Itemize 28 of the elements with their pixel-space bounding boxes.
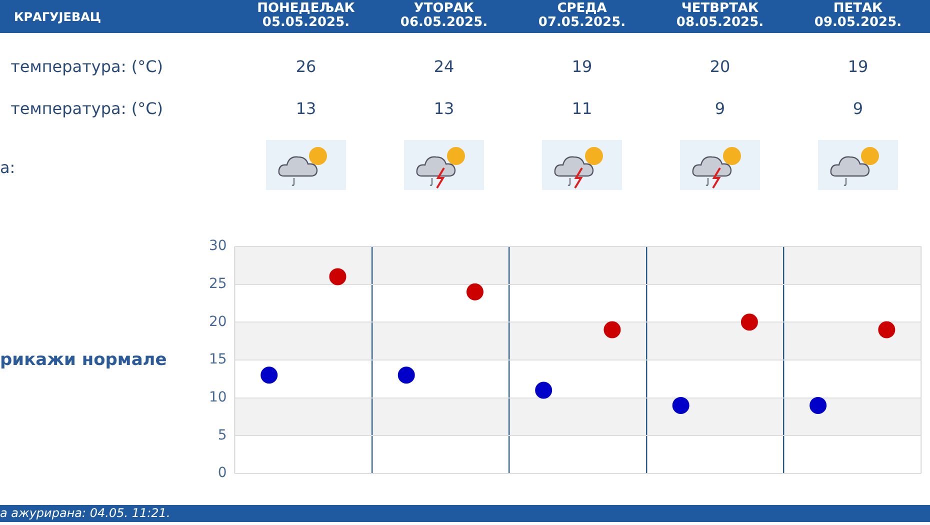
data-label: 13	[432, 99, 456, 118]
y-tick-label: 10	[208, 390, 227, 406]
text: ПЕТАК 09.05.2025.	[813, 1, 903, 30]
data-label: 19	[846, 57, 870, 76]
data-label: 19	[570, 57, 594, 76]
data-label: 9	[852, 99, 864, 118]
y-tick-label: 5	[218, 427, 227, 444]
text: а ажурирана: 04.05. 11:21.	[0, 505, 930, 522]
text: УТОРАК 06.05.2025.	[399, 1, 489, 30]
text: СРЕДА 07.05.2025.	[537, 1, 627, 30]
y-tick-label: 0	[218, 465, 227, 482]
data-label: 26	[294, 57, 318, 76]
text: температура: (°C)	[10, 99, 163, 118]
data-label: 13	[294, 99, 318, 118]
data-label: 9	[714, 99, 726, 118]
y-tick-label: 15	[208, 352, 227, 368]
text: ЧЕТВРТАК 08.05.2025.	[675, 1, 765, 30]
y-tick-label: 25	[208, 276, 227, 292]
text: а:	[0, 158, 16, 177]
y-tick-label: 30	[208, 238, 227, 254]
text: температура: (°C)	[10, 57, 163, 76]
data-label: 20	[708, 57, 732, 76]
data-label: 24	[432, 57, 456, 76]
text: ПОНЕДЕЉАК 05.05.2025.	[256, 1, 356, 30]
text: рикажи нормале	[0, 350, 167, 370]
text: КРАГУЈЕВАЦ	[14, 10, 102, 24]
data-label: 11	[570, 99, 594, 118]
y-tick-label: 20	[208, 314, 227, 330]
